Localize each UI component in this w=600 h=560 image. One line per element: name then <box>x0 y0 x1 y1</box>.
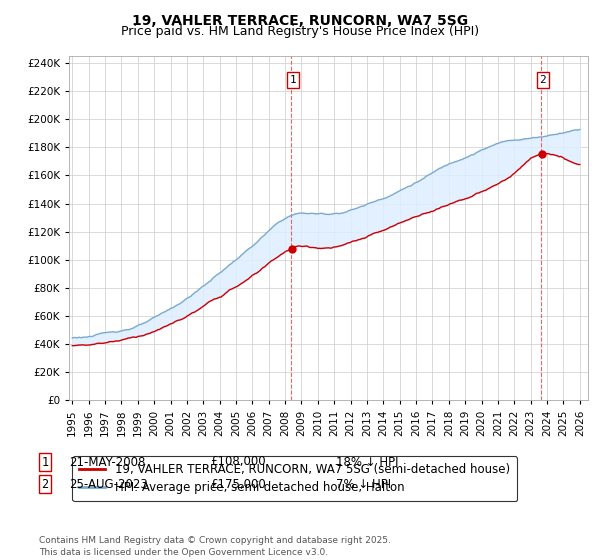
Text: £175,000: £175,000 <box>210 478 266 491</box>
Text: 2: 2 <box>539 75 547 85</box>
Text: 18% ↓ HPI: 18% ↓ HPI <box>336 455 398 469</box>
Text: 25-AUG-2023: 25-AUG-2023 <box>69 478 148 491</box>
Text: 2: 2 <box>41 478 49 491</box>
Legend: 19, VAHLER TERRACE, RUNCORN, WA7 5SG (semi-detached house), HPI: Average price, : 19, VAHLER TERRACE, RUNCORN, WA7 5SG (se… <box>73 456 517 501</box>
Text: 21-MAY-2008: 21-MAY-2008 <box>69 455 145 469</box>
Text: £108,000: £108,000 <box>210 455 266 469</box>
Text: 19, VAHLER TERRACE, RUNCORN, WA7 5SG: 19, VAHLER TERRACE, RUNCORN, WA7 5SG <box>132 14 468 28</box>
Text: 1: 1 <box>41 455 49 469</box>
Text: Contains HM Land Registry data © Crown copyright and database right 2025.
This d: Contains HM Land Registry data © Crown c… <box>39 536 391 557</box>
Text: Price paid vs. HM Land Registry's House Price Index (HPI): Price paid vs. HM Land Registry's House … <box>121 25 479 38</box>
Text: 1: 1 <box>290 75 296 85</box>
Text: 7% ↓ HPI: 7% ↓ HPI <box>336 478 391 491</box>
